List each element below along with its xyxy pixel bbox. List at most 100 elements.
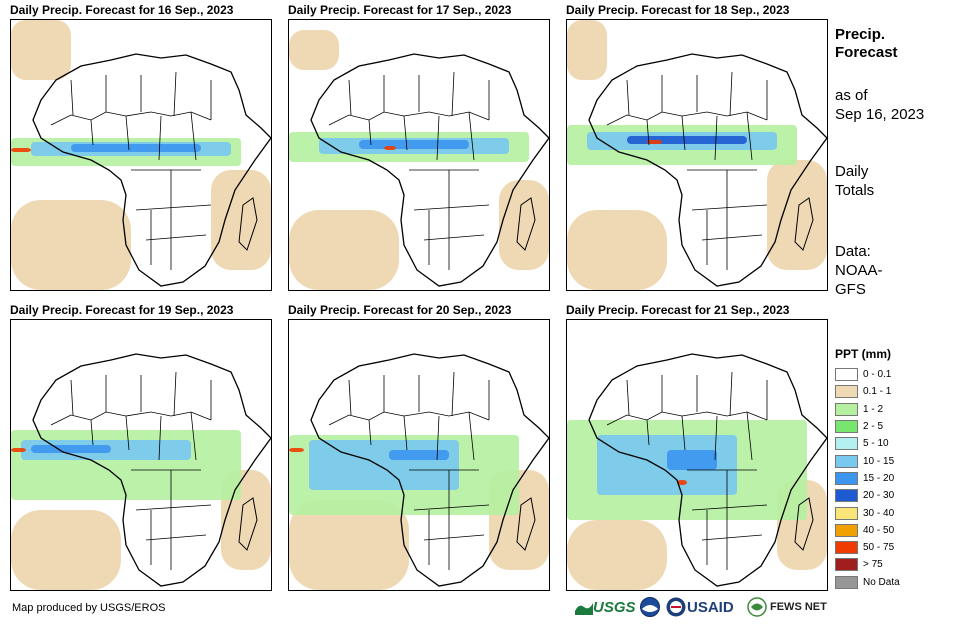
country-border [691,204,768,211]
totals-line: Totals [835,182,875,199]
country-border [729,71,733,117]
legend-label: 1 - 2 [863,403,884,415]
legend-item: 20 - 30 [835,487,900,504]
legend-item: 40 - 50 [835,522,900,539]
dry-area [567,20,607,80]
country-border [173,71,177,117]
coastline [32,53,271,287]
country-border [468,111,475,161]
legend-item: > 75 [835,556,900,573]
dry-area [567,210,667,290]
madagascar-outline [238,197,258,251]
country-border [135,204,212,211]
precip-area [384,146,396,150]
precip-area [11,148,31,152]
legend-label: 5 - 10 [863,438,889,450]
legend-label: > 75 [863,559,883,571]
legend-swatch [835,575,858,589]
country-border [173,371,177,417]
as-of-value: Sep 16, 2023 [835,106,925,123]
data-source: Data: NOAA- GFS [835,242,883,299]
country-border [190,411,197,461]
legend-item: 1 - 2 [835,401,900,418]
precip-area [647,140,662,144]
legend-swatch [835,506,858,520]
coastline [588,53,827,287]
country-border [50,111,212,126]
precip-area [289,448,304,452]
usgs-logo: USGS [575,596,636,618]
agency-logos: USGS USAID FEWS NET [575,596,830,618]
legend-swatch [835,385,858,399]
coastline [310,353,549,587]
forecast-map [288,319,550,591]
country-border [701,234,763,241]
legend-label: 40 - 50 [863,524,895,536]
forecast-map [566,19,828,291]
country-border [646,419,650,446]
country-border [729,371,733,417]
country-border [403,115,408,151]
dry-area [767,160,827,270]
legend-swatch [835,471,858,485]
usaid-logo-text: USAID [687,598,734,616]
madagascar-outline [794,197,814,251]
sidebar-title-line: Precip. [835,26,886,43]
country-border [681,415,686,451]
country-border [746,411,753,461]
precip-area [71,144,201,152]
country-border [135,504,212,511]
country-border [646,119,650,146]
dry-area [11,510,121,590]
country-border [413,504,490,511]
legend-item: 0.1 - 1 [835,383,900,400]
forecast-map [10,19,272,291]
country-border [145,534,207,541]
country-border [681,115,686,151]
dry-area [289,500,409,590]
legend-item: 30 - 40 [835,504,900,521]
legend-swatch [835,489,858,503]
country-border [714,415,718,461]
data-source-line: GFS [835,281,866,298]
legend-label: 15 - 20 [863,472,895,484]
fews-logo-text: FEWS NET [770,601,827,613]
forecast-map [288,19,550,291]
legend-swatch [835,420,858,434]
country-border [90,119,94,146]
legend-item: 15 - 20 [835,470,900,487]
country-border [90,419,94,446]
precip-area [359,140,469,149]
as-of-date: as of Sep 16, 2023 [835,86,924,124]
fews-logo: FEWS NET [747,596,827,618]
country-border [606,111,768,126]
country-border [328,411,490,426]
usgs-wave-icon [575,603,593,615]
africa-map [567,20,827,290]
africa-map [289,353,549,590]
country-border [451,71,455,117]
dry-area [11,200,131,290]
legend-label: 50 - 75 [863,542,895,554]
madagascar-outline [794,497,814,551]
legend-swatch [835,523,858,537]
country-border [403,415,408,451]
map-credit: Map produced by USGS/EROS [12,602,166,614]
madagascar-outline [516,197,536,251]
legend-label: 10 - 15 [863,455,895,467]
country-border [158,115,162,161]
panel-title: Daily Precip. Forecast for 19 Sep., 2023 [10,303,234,317]
panel-title: Daily Precip. Forecast for 16 Sep., 2023 [10,3,234,17]
country-border [626,379,630,416]
coastline [32,353,271,587]
panel-title: Daily Precip. Forecast for 20 Sep., 2023 [288,303,512,317]
precip-area [389,450,449,460]
legend-item: 10 - 15 [835,452,900,469]
precip-area [31,445,111,453]
legend-title: PPT (mm) [835,347,892,361]
country-border [714,115,718,161]
legend-label: 0 - 0.1 [863,369,892,381]
legend-swatch [835,437,858,451]
fews-globe-icon [747,597,767,617]
totals-line: Daily [835,163,869,180]
